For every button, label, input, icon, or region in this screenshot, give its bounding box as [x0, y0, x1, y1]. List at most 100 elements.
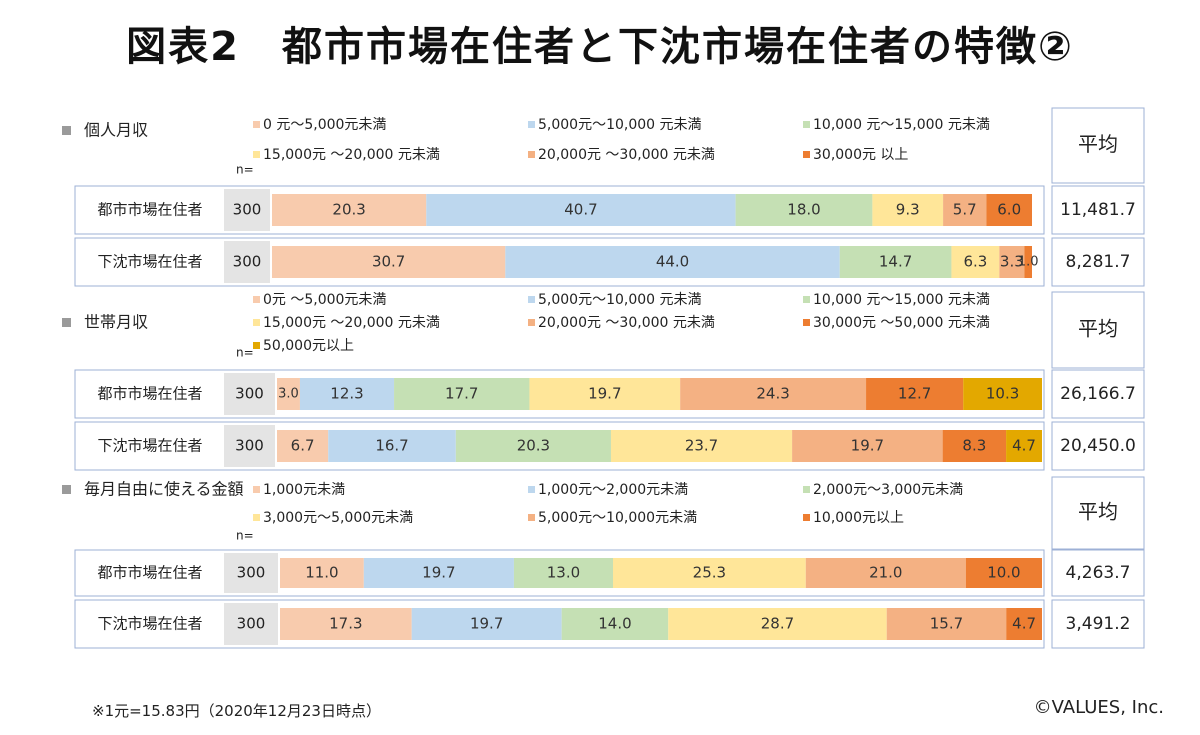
section-marker-icon [62, 318, 71, 327]
n-label: n= [236, 529, 254, 543]
legend-swatch [528, 319, 535, 326]
n-value: 300 [237, 564, 266, 582]
average-value: 11,481.7 [1060, 200, 1136, 220]
legend-label: 15,000元 ～20,000 元未満 [263, 315, 440, 331]
legend-swatch [528, 151, 535, 158]
legend-label: 20,000元 ～30,000 元未満 [538, 315, 715, 331]
bar-segment [1024, 246, 1032, 278]
bar-segment [299, 378, 395, 410]
data-label: 12.7 [898, 385, 931, 403]
bar-segment [986, 194, 1032, 226]
exchange-rate-footnote: ※1元=15.83円（2020年12月23日時点） [92, 702, 381, 720]
data-label: 25.3 [693, 564, 726, 582]
average-header-box [1051, 291, 1145, 369]
data-label: 24.3 [756, 385, 789, 403]
bar-segment [411, 608, 562, 640]
n-value: 300 [235, 437, 264, 455]
bar-segment [505, 246, 840, 278]
legend-swatch [253, 319, 260, 326]
average-box [1051, 599, 1145, 649]
data-label: 12.3 [330, 385, 363, 403]
section-marker-icon [62, 126, 71, 135]
bar-segment [951, 246, 1000, 278]
data-label: 23.7 [685, 437, 718, 455]
row-label: 都市市場在住者 [97, 201, 202, 219]
n-box [224, 189, 270, 231]
data-label: 19.7 [422, 564, 455, 582]
chart-title: 図表2 都市市場在住者と下沈市場在住者の特徴② [126, 24, 1074, 70]
data-label: 28.7 [761, 615, 794, 633]
bar-segment [610, 430, 793, 462]
average-box [1051, 237, 1145, 287]
bar-segment [668, 608, 887, 640]
average-box [1051, 549, 1145, 597]
bar-segment [272, 194, 427, 226]
legend-label: 20,000元 ～30,000 元未満 [538, 147, 715, 163]
row-label: 都市市場在住者 [97, 385, 202, 403]
bar-segment [942, 430, 1007, 462]
legend-label: 10,000元以上 [813, 510, 904, 526]
legend-label: 3,000元～5,000元未満 [263, 510, 413, 526]
bar-segment [529, 378, 681, 410]
data-label: 18.0 [787, 201, 820, 219]
legend-label: 5,000元～10,000 元未満 [538, 117, 702, 133]
row-label: 下沈市場在住者 [97, 437, 202, 455]
bar-segment [612, 558, 806, 588]
data-label: 10.0 [987, 564, 1020, 582]
data-label: 6.7 [291, 437, 315, 455]
data-label: 4.7 [1012, 437, 1036, 455]
legend-label: 10,000 元～15,000 元未満 [813, 292, 990, 308]
data-label: 11.0 [305, 564, 338, 582]
legend-swatch [253, 121, 260, 128]
data-label: 19.7 [470, 615, 503, 633]
bar-segment [886, 608, 1007, 640]
legend-swatch [803, 296, 810, 303]
data-label: 13.0 [547, 564, 580, 582]
average-header: 平均 [1078, 317, 1118, 341]
data-label: 1.0 [1018, 255, 1039, 270]
average-header: 平均 [1078, 132, 1118, 156]
average-box [1051, 369, 1145, 419]
section-marker-icon [62, 485, 71, 494]
n-box [224, 425, 275, 467]
average-value: 20,450.0 [1060, 436, 1136, 456]
legend-swatch [253, 486, 260, 493]
section-title: 個人月収 [84, 121, 148, 140]
n-label: n= [236, 163, 254, 177]
row-label: 下沈市場在住者 [97, 615, 202, 633]
data-label: 9.3 [896, 201, 920, 219]
legend-label: 5,000元～10,000 元未満 [538, 292, 702, 308]
bar-segment [965, 558, 1042, 588]
n-value: 300 [237, 615, 266, 633]
data-label: 19.7 [851, 437, 884, 455]
n-box [224, 373, 275, 415]
bar-segment [1006, 608, 1042, 640]
bar-segment [999, 246, 1025, 278]
bar-segment [394, 378, 530, 410]
average-header: 平均 [1078, 500, 1118, 524]
data-label: 17.3 [329, 615, 362, 633]
bar-segment [1006, 430, 1042, 462]
section-title: 毎月自由に使える金額 [84, 480, 244, 499]
average-header-box [1051, 107, 1145, 184]
legend-label: 50,000元以上 [263, 338, 354, 354]
bar-segment [792, 430, 943, 462]
average-value: 3,491.2 [1066, 614, 1131, 634]
legend-label: 0 元～5,000元未満 [263, 117, 386, 133]
legend-swatch [803, 151, 810, 158]
bar-segment [561, 608, 669, 640]
bar-segment [280, 608, 412, 640]
legend-swatch [253, 514, 260, 521]
legend-swatch [528, 121, 535, 128]
average-box [1051, 421, 1145, 471]
data-label: 5.7 [953, 201, 977, 219]
bar-segment [426, 194, 736, 226]
legend-label: 2,000元～3,000元未満 [813, 482, 963, 498]
data-label: 3.0 [278, 387, 299, 402]
bar-segment [277, 430, 329, 462]
average-value: 8,281.7 [1066, 252, 1131, 272]
legend-swatch [803, 121, 810, 128]
copyright-credit: ©VALUES, Inc. [1033, 697, 1164, 718]
data-label: 3.3 [1000, 253, 1024, 271]
data-label: 20.3 [332, 201, 365, 219]
